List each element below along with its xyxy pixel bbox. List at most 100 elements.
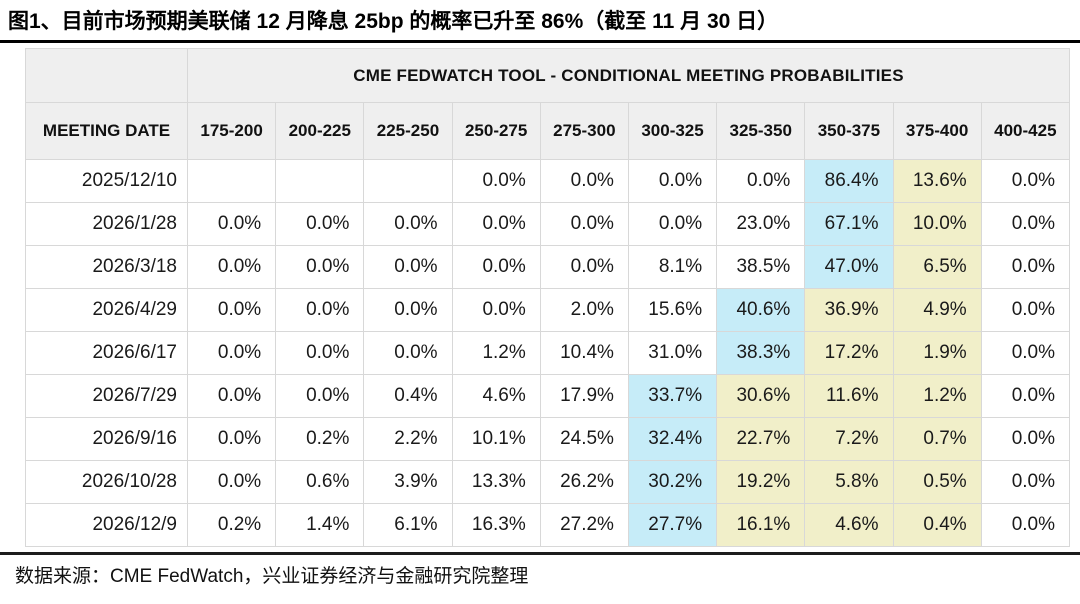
source-note: 数据来源：CME FedWatch，兴业证券经济与金融研究院整理 [15,566,529,587]
probability-cell: 0.0% [539,159,629,203]
probability-cell: 0.0% [451,202,541,246]
table-row: 2026/6/17 0.0% 0.0% 0.0% 1.2% 10.4% 31.0% 38.3%… [25,331,1071,375]
meeting-date-cell: 2026/6/17 [25,331,188,375]
probability-cell: 67.1% [804,202,894,246]
rate-range-header: 375-400 [892,102,982,160]
table-row: 2026/4/29 0.0% 0.0% 0.0% 0.0% 2.0% 15.6% 40.6% 3… [25,288,1071,332]
meeting-date-cell: 2026/9/16 [25,417,188,461]
meeting-date-cell: 2025/12/10 [25,159,188,203]
probability-cell: 4.6% [804,503,894,547]
probability-cell: 1.9% [892,331,982,375]
probability-table: CME FEDWATCH TOOL - CONDITIONAL MEETING … [25,48,1071,547]
probability-cell: 0.0% [186,417,277,461]
probability-cell: 31.0% [627,331,718,375]
rate-range-header: 175-200 [186,102,277,160]
probability-cell: 0.2% [186,503,277,547]
probability-cell: 10.0% [892,202,982,246]
probability-cell: 27.7% [627,503,718,547]
probability-cell: 0.0% [186,460,277,504]
meeting-date-cell: 2026/1/28 [25,202,188,246]
probability-cell: 16.3% [451,503,541,547]
probability-cell: 36.9% [804,288,894,332]
probability-cell: 0.0% [186,331,277,375]
probability-cell: 0.0% [275,288,365,332]
probability-cell: 0.0% [627,159,718,203]
bottom-divider [0,552,1080,555]
probability-cell: 0.0% [186,245,277,289]
probability-cell: 4.9% [892,288,982,332]
probability-cell: 0.6% [275,460,365,504]
probability-cell: 0.0% [539,202,629,246]
probability-cell: 4.6% [451,374,541,418]
probability-cell: 0.0% [980,331,1071,375]
probability-cell: 0.0% [539,245,629,289]
probability-cell: 8.1% [627,245,718,289]
probability-cell: 26.2% [539,460,629,504]
probability-cell: 0.0% [451,245,541,289]
table-title: CME FEDWATCH TOOL - CONDITIONAL MEETING … [187,48,1070,103]
probability-cell: 0.0% [363,331,453,375]
table-row: 2026/9/16 0.0% 0.2% 2.2% 10.1% 24.5% 32.4% 22.7… [25,417,1071,461]
probability-cell: 0.0% [627,202,718,246]
probability-cell: 0.0% [980,288,1071,332]
probability-cell: 0.4% [363,374,453,418]
probability-cell: 6.1% [363,503,453,547]
probability-cell: 0.5% [892,460,982,504]
probability-cell: 32.4% [627,417,718,461]
probability-cell: 40.6% [716,288,806,332]
rate-range-header: 350-375 [804,102,894,160]
probability-cell: 0.7% [892,417,982,461]
probability-cell: 1.2% [451,331,541,375]
meeting-date-cell: 2026/10/28 [25,460,188,504]
rate-range-header: 225-250 [363,102,453,160]
table-row: 2026/1/28 0.0% 0.0% 0.0% 0.0% 0.0% 0.0% 23.0% 67… [25,202,1071,246]
probability-cell: 13.3% [451,460,541,504]
probability-cell: 0.0% [363,202,453,246]
probability-cell: 19.2% [716,460,806,504]
probability-cell: 0.0% [980,374,1071,418]
probability-cell: 17.2% [804,331,894,375]
meeting-date-cell: 2026/4/29 [25,288,188,332]
probability-cell: 0.0% [451,159,541,203]
figure-title: 图1、目前市场预期美联储 12 月降息 25bp 的概率已升至 86%（截至 1… [0,0,1080,43]
probability-cell: 0.0% [451,288,541,332]
probability-cell [275,159,365,203]
rate-range-header: 250-275 [451,102,541,160]
table-row: 2026/7/29 0.0% 0.0% 0.4% 4.6% 17.9% 33.7% 30.6%… [25,374,1071,418]
probability-cell: 0.0% [186,288,277,332]
probability-cell: 6.5% [892,245,982,289]
probability-cell: 0.0% [980,245,1071,289]
probability-cell: 30.2% [627,460,718,504]
probability-cell: 38.3% [716,331,806,375]
table-row: 2025/12/10 0.0% 0.0% 0.0% 0.0% 86.4% 13.6% 0.0% [25,159,1071,203]
probability-cell: 10.4% [539,331,629,375]
probability-cell: 23.0% [716,202,806,246]
probability-cell: 0.0% [275,374,365,418]
probability-cell [363,159,453,203]
probability-cell: 0.0% [716,159,806,203]
corner-cell [25,48,188,103]
probability-cell: 0.0% [275,245,365,289]
probability-cell: 27.2% [539,503,629,547]
table-row: 2026/3/18 0.0% 0.0% 0.0% 0.0% 0.0% 8.1% 38.5% 47… [25,245,1071,289]
rate-range-header: 200-225 [275,102,365,160]
meeting-date-cell: 2026/12/9 [25,503,188,547]
probability-cell: 38.5% [716,245,806,289]
table-row: 2026/10/28 0.0% 0.6% 3.9% 13.3% 26.2% 30.2% 19.… [25,460,1071,504]
probability-cell [186,159,277,203]
probability-cell: 1.4% [275,503,365,547]
probability-cell: 17.9% [539,374,629,418]
probability-cell: 3.9% [363,460,453,504]
probability-cell: 2.2% [363,417,453,461]
rate-range-header: 325-350 [716,102,806,160]
probability-cell: 30.6% [716,374,806,418]
probability-cell: 0.0% [980,417,1071,461]
probability-cell: 11.6% [804,374,894,418]
probability-cell: 0.0% [980,460,1071,504]
probability-cell: 0.2% [275,417,365,461]
meeting-date-header: MEETING DATE [25,102,188,160]
probability-cell: 0.0% [980,202,1071,246]
fedwatch-table-container: CME FEDWATCH TOOL - CONDITIONAL MEETING … [25,48,1071,547]
probability-cell: 0.0% [186,202,277,246]
probability-cell: 0.0% [980,159,1071,203]
